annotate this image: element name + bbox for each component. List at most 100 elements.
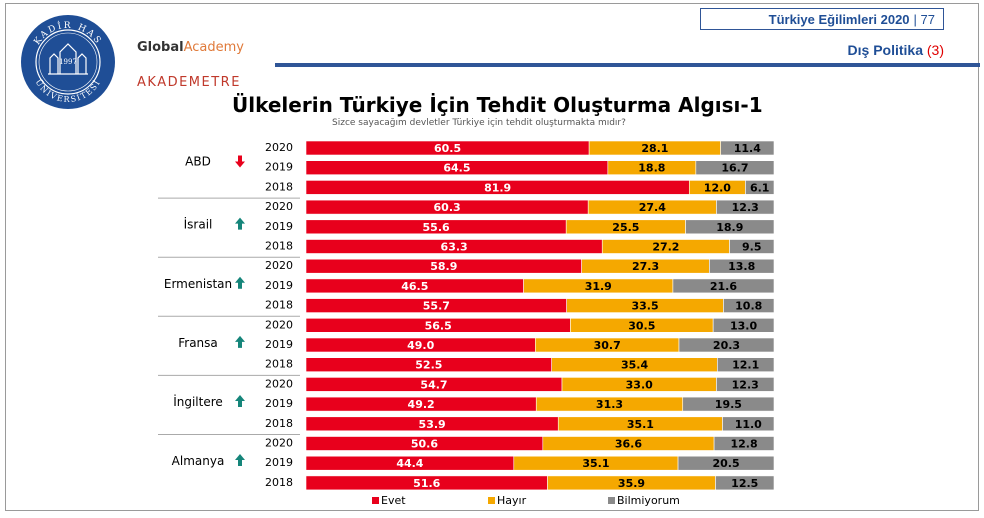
bar-segment-bilmiyorum — [745, 180, 775, 195]
data-label: 30.7 — [594, 339, 621, 352]
data-label: 35.9 — [618, 477, 645, 490]
page-frame — [5, 3, 979, 511]
bar-segment-bilmiyorum — [709, 258, 775, 274]
data-label: 18.8 — [638, 162, 665, 175]
year-label: 2018 — [265, 299, 293, 312]
data-label: 35.1 — [582, 457, 609, 470]
country-label: Almanya — [172, 454, 225, 468]
data-label: 27.3 — [632, 260, 659, 273]
data-label: 60.5 — [434, 142, 461, 155]
data-label: 16.7 — [721, 162, 748, 175]
legend-swatch — [488, 497, 495, 504]
data-label: 10.8 — [735, 300, 762, 313]
data-label: 35.4 — [621, 359, 648, 372]
data-label: 27.2 — [652, 241, 679, 254]
kadir-has-seal-logo: 1997 KADİR HAS ÜNİVERSİTESİ — [21, 15, 115, 109]
akademetre-logo: AKADEMETRE — [137, 75, 241, 90]
page-number: | 77 — [913, 11, 935, 27]
year-label: 2019 — [265, 456, 293, 469]
bar-segment-bilmiyorum — [723, 298, 775, 313]
year-label: 2019 — [265, 161, 293, 174]
trend-up-arrow-icon — [235, 394, 245, 407]
data-label: 46.5 — [401, 280, 428, 293]
year-label: 2020 — [265, 141, 293, 154]
data-label: 55.7 — [423, 300, 450, 313]
data-label: 44.4 — [396, 457, 423, 470]
data-label: 27.4 — [639, 201, 666, 214]
country-label: İsrail — [184, 217, 213, 232]
data-label: 11.4 — [734, 142, 761, 155]
country-label: ABD — [185, 155, 211, 169]
country-label: İngiltere — [173, 394, 223, 409]
data-label: 52.5 — [415, 359, 442, 372]
data-label: 60.3 — [434, 201, 461, 214]
bar-segment-bilmiyorum — [722, 416, 775, 432]
data-label: 55.6 — [423, 221, 450, 234]
year-label: 2019 — [265, 220, 293, 233]
legend-label: Evet — [381, 494, 406, 507]
data-label: 12.0 — [704, 181, 731, 194]
year-label: 2020 — [265, 377, 293, 390]
data-label: 12.3 — [732, 378, 759, 391]
year-label: 2019 — [265, 338, 293, 351]
bar-segment-bilmiyorum — [678, 337, 775, 353]
data-label: 6.1 — [750, 181, 770, 194]
data-label: 19.5 — [715, 398, 742, 411]
data-label: 12.3 — [732, 201, 759, 214]
bar-segment-bilmiyorum — [729, 239, 775, 254]
bar-segment-bilmiyorum — [713, 436, 775, 451]
data-label: 49.0 — [407, 339, 434, 352]
trend-down-arrow-icon — [235, 155, 245, 168]
data-label: 53.9 — [419, 418, 446, 431]
data-label: 13.0 — [730, 319, 757, 332]
trend-up-arrow-icon — [235, 217, 245, 230]
data-label: 35.1 — [627, 418, 654, 431]
bar-segment-bilmiyorum — [717, 357, 775, 373]
bar-segment-bilmiyorum — [685, 219, 775, 235]
legend-label: Bilmiyorum — [617, 494, 680, 507]
data-label: 33.0 — [626, 378, 653, 391]
data-label: 20.5 — [712, 457, 739, 470]
data-label: 21.6 — [710, 280, 737, 293]
bar-segment-bilmiyorum — [672, 278, 775, 294]
data-label: 20.3 — [713, 339, 740, 352]
data-label: 25.5 — [612, 221, 639, 234]
data-label: 50.6 — [411, 438, 438, 451]
data-label: 13.8 — [728, 260, 755, 273]
section-number: (3) — [926, 42, 944, 58]
bar-segment-bilmiyorum — [677, 455, 775, 471]
country-label: Ermenistan — [164, 277, 232, 291]
year-label: 2020 — [265, 318, 293, 331]
data-label: 63.3 — [441, 241, 468, 254]
trend-up-arrow-icon — [235, 276, 245, 289]
bar-segment-bilmiyorum — [712, 317, 775, 333]
data-label: 56.5 — [425, 319, 452, 332]
data-label: 64.5 — [443, 162, 470, 175]
legend-label: Hayır — [497, 494, 527, 507]
header-divider — [275, 63, 980, 67]
year-label: 2020 — [265, 259, 293, 272]
data-label: 51.6 — [413, 477, 440, 490]
legend-swatch — [372, 497, 379, 504]
year-label: 2020 — [265, 200, 293, 213]
data-label: 31.3 — [596, 398, 623, 411]
year-label: 2018 — [265, 417, 293, 430]
data-label: 81.9 — [484, 181, 511, 194]
data-label: 9.5 — [742, 241, 762, 254]
data-label: 18.9 — [716, 221, 743, 234]
report-header-box: Türkiye Eğilimleri 2020 | 77 — [700, 8, 944, 30]
data-label: 30.5 — [628, 319, 655, 332]
section-label: Dış Politika (3) — [847, 42, 944, 58]
year-label: 2019 — [265, 279, 293, 292]
chart-subtitle: Sizce sayacağım devletler Türkiye için t… — [332, 118, 626, 128]
svg-text:1997: 1997 — [59, 58, 77, 66]
legend-swatch — [608, 497, 615, 504]
bar-segment-bilmiyorum — [720, 140, 775, 156]
country-label: Fransa — [178, 336, 218, 350]
data-label: 12.5 — [731, 477, 758, 490]
year-label: 2020 — [265, 437, 293, 450]
year-label: 2018 — [265, 358, 293, 371]
year-label: 2018 — [265, 476, 293, 489]
data-label: 31.9 — [585, 280, 612, 293]
data-label: 12.1 — [732, 359, 759, 372]
